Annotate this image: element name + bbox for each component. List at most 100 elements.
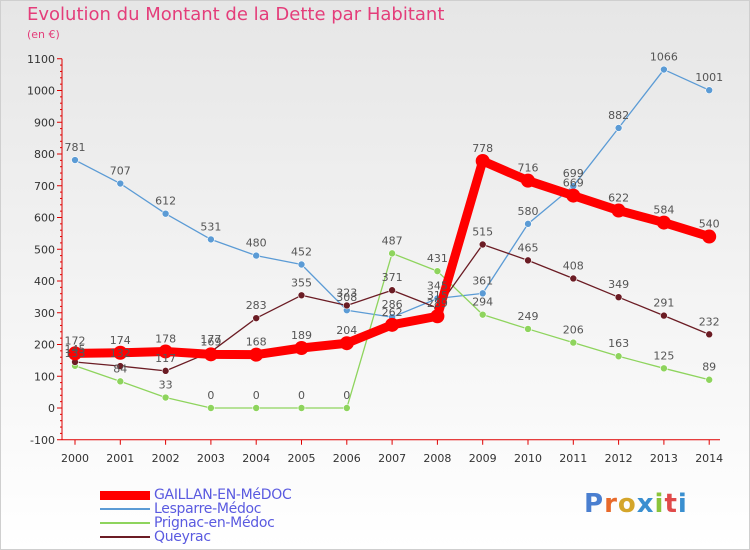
legend-swatch-queyrac: [100, 536, 150, 538]
data-label: 408: [563, 259, 584, 272]
data-label: 540: [699, 218, 720, 231]
data-label: 84: [113, 362, 127, 375]
data-point: [524, 220, 532, 228]
data-label: 262: [382, 306, 403, 319]
data-label: 669: [563, 177, 584, 190]
y-tick-label: 200: [34, 339, 55, 352]
data-point: [249, 347, 264, 362]
data-label: 1066: [650, 51, 678, 64]
data-point: [614, 124, 623, 132]
y-tick-label: 600: [34, 212, 55, 225]
data-label: 345: [427, 279, 448, 292]
data-label: 249: [518, 310, 539, 323]
data-point: [207, 404, 215, 412]
data-label: 361: [472, 274, 493, 287]
y-tick-label: 300: [34, 307, 55, 320]
data-label: 33: [159, 379, 173, 392]
legend-swatch-prignac: [100, 522, 150, 524]
legend-item-prignac: Prignac-en-Médoc: [100, 515, 275, 531]
data-point: [342, 301, 351, 310]
data-label: 349: [608, 278, 629, 291]
y-tick-label: 1000: [27, 85, 55, 98]
data-point: [161, 209, 170, 218]
data-label: 515: [472, 225, 493, 238]
data-label: 371: [382, 271, 403, 284]
data-label: 0: [343, 389, 350, 402]
data-point: [113, 345, 128, 360]
chart-title: Evolution du Montant de la Dette par Hab…: [27, 4, 445, 25]
data-label: 531: [200, 220, 221, 233]
data-point: [161, 393, 170, 402]
x-tick-label: 2002: [152, 452, 180, 465]
data-point: [569, 274, 578, 283]
data-point: [660, 311, 668, 320]
x-tick-label: 2014: [695, 452, 723, 465]
data-label: 145: [65, 343, 86, 356]
data-label: 707: [110, 165, 131, 178]
data-point: [71, 156, 79, 164]
data-label: 308: [336, 291, 357, 304]
data-point: [430, 309, 445, 324]
data-label: 612: [155, 195, 176, 208]
data-point: [116, 362, 125, 370]
data-label: 580: [518, 205, 539, 218]
data-point: [158, 344, 173, 359]
data-point: [705, 86, 714, 94]
x-tick-label: 2010: [514, 452, 542, 465]
data-label: 882: [608, 109, 629, 122]
y-tick-label: -100: [30, 434, 55, 447]
x-tick-label: 2003: [197, 452, 225, 465]
data-label: 480: [246, 237, 267, 250]
data-point: [614, 293, 623, 301]
data-label: 622: [608, 192, 629, 205]
y-tick-label: 1100: [27, 53, 55, 66]
data-point: [297, 404, 306, 412]
data-label: 132: [110, 347, 131, 360]
x-tick-label: 2009: [469, 452, 497, 465]
data-label: 781: [65, 141, 86, 154]
data-label: 117: [155, 352, 176, 365]
x-tick-label: 2006: [333, 452, 361, 465]
data-label: 1001: [695, 71, 723, 84]
data-point: [68, 346, 82, 361]
data-point: [660, 65, 668, 74]
proxiti-logo: Proxiti: [584, 489, 688, 519]
data-point: [524, 256, 532, 265]
data-label: 172: [65, 334, 86, 347]
data-point: [702, 229, 717, 244]
data-point: [478, 289, 487, 298]
x-tick-label: 2008: [423, 452, 451, 465]
data-label: 0: [298, 389, 305, 402]
data-point: [614, 352, 623, 361]
data-label: 286: [382, 298, 403, 311]
data-label: 189: [291, 329, 312, 342]
legend-item-queyrac: Queyrac: [100, 529, 211, 545]
data-label: 716: [518, 162, 539, 175]
y-tick-label: 0: [48, 402, 55, 415]
y-tick-label: 400: [34, 275, 55, 288]
y-tick-label: 700: [34, 180, 55, 193]
data-label: 177: [200, 333, 221, 346]
legend-swatch-lesparre: [100, 508, 150, 510]
data-point: [521, 173, 535, 188]
data-label: 125: [653, 349, 674, 362]
data-label: 283: [246, 299, 267, 312]
legend-label-prignac: Prignac-en-Médoc: [154, 515, 275, 531]
data-point: [388, 249, 396, 258]
data-label: 0: [207, 389, 214, 402]
data-label: 355: [291, 276, 312, 289]
data-label: 315: [427, 289, 448, 302]
data-label: 465: [518, 241, 539, 254]
y-tick-label: 100: [34, 370, 55, 383]
data-point: [161, 367, 170, 375]
x-tick-label: 2000: [61, 452, 89, 465]
data-label: 174: [110, 334, 131, 347]
legend-item-gaillan: GAILLAN-EN-MéDOC: [100, 487, 292, 503]
data-label: 584: [653, 204, 674, 217]
chart-subtitle: (en €): [27, 28, 60, 41]
data-point: [339, 336, 354, 351]
data-point: [705, 375, 714, 384]
data-label: 452: [291, 245, 312, 258]
